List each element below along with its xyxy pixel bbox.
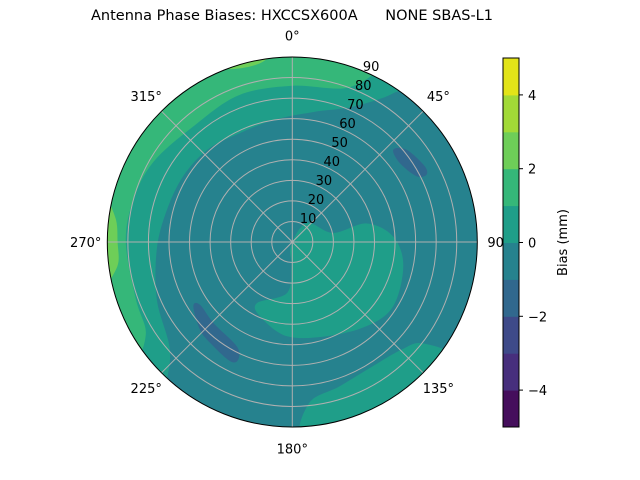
colorbar-segment [503, 205, 519, 243]
colorbar-tick-label: −2 [528, 310, 547, 325]
angular-tick-label: 135° [423, 382, 454, 397]
radial-tick-label: 50 [331, 136, 348, 151]
chart-title: Antenna Phase Biases: HXCCSX600A NONE SB… [91, 8, 493, 24]
colorbar: −4 −2 0 2 4 Bias (mm) [502, 57, 571, 428]
radial-tick-label: 20 [308, 193, 325, 208]
radial-tick-label: 60 [339, 117, 356, 132]
colorbar-tick-label: 0 [528, 237, 536, 252]
polar-grid [106, 56, 478, 428]
angular-gridline [161, 241, 293, 374]
colorbar-segment [503, 279, 519, 317]
colorbar-segment [503, 353, 519, 391]
colorbar-segment [503, 390, 519, 428]
contour-region-2 [107, 193, 119, 288]
colorbar-segment [503, 58, 519, 96]
colorbar-segment [503, 168, 519, 207]
colorbar-tick-label: 4 [528, 89, 536, 104]
contour-region-1 [107, 57, 377, 359]
angular-tick-label: 270° [70, 236, 101, 251]
radial-tick-label: 10 [300, 212, 317, 227]
angular-tick-label: 0° [285, 29, 300, 44]
angular-gridline [291, 110, 424, 243]
angular-tick-label: 315° [131, 90, 162, 105]
angular-tick-label: 225° [131, 382, 162, 397]
angular-tick-label: 180° [277, 443, 308, 458]
angular-gridline [291, 241, 424, 374]
contour-region-6 [393, 147, 428, 178]
radial-tick-label: 90 [363, 60, 380, 75]
colorbar-tick-label: 2 [528, 163, 536, 178]
colorbar-segment [503, 316, 519, 354]
colorbar-tick-label: −4 [528, 384, 547, 399]
contour-region-5 [299, 342, 452, 427]
radial-tick-label: 30 [316, 174, 333, 189]
angular-gridline [161, 110, 293, 243]
radial-tick-label: 80 [355, 79, 372, 94]
colorbar-segment [503, 242, 519, 280]
radial-tick-label: 70 [347, 98, 364, 113]
colorbar-label: Bias (mm) [556, 209, 571, 276]
angular-tick-label: 45° [427, 90, 450, 105]
colorbar-segment [503, 94, 519, 133]
colorbar-segment [503, 131, 519, 170]
radial-tick-label: 40 [323, 155, 340, 170]
axis-labels: 0°45°90°135°180°225°270°315°102030405060… [70, 29, 510, 457]
plot-border [106, 56, 478, 428]
